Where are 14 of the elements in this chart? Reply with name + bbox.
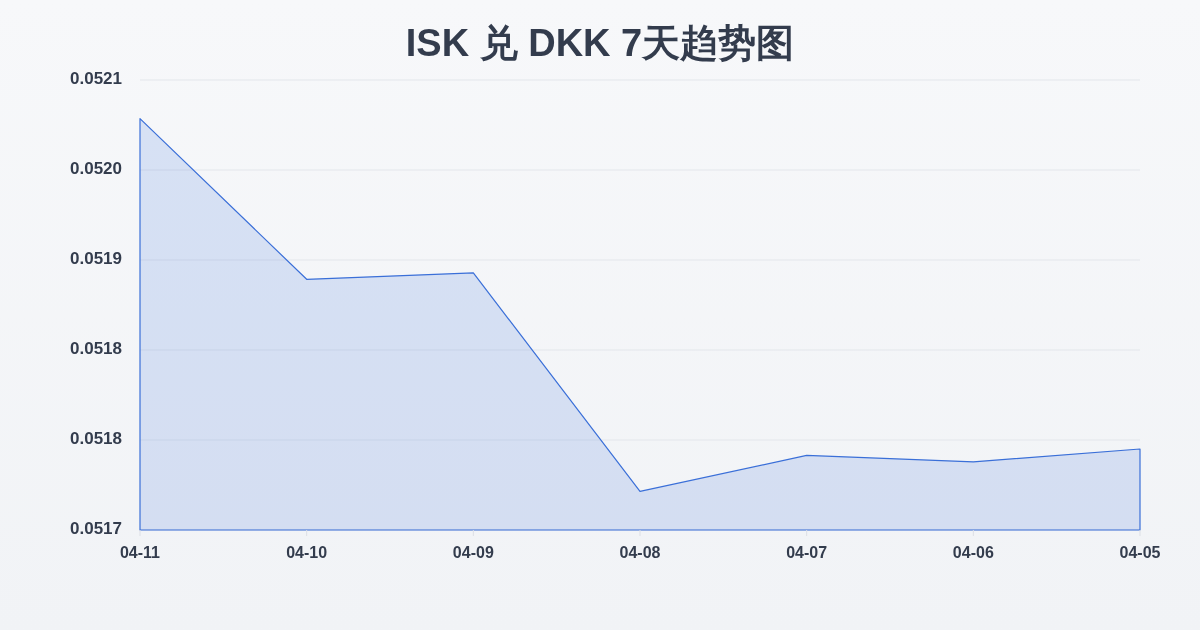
x-tick-label: 04-05 <box>1119 544 1161 562</box>
x-tick-label: 04-06 <box>952 544 994 562</box>
x-tick-label: 04-11 <box>119 544 161 562</box>
y-tick-label: 0.0519 <box>70 249 122 269</box>
x-tick-label: 04-08 <box>619 544 661 562</box>
x-tick-label: 04-07 <box>786 544 828 562</box>
chart-title: ISK 兑 DKK 7天趋势图 <box>405 22 795 65</box>
y-tick-label: 0.0520 <box>70 159 122 179</box>
y-tick-label: 0.0521 <box>70 69 122 89</box>
y-tick-label: 0.0518 <box>70 339 122 359</box>
y-tick-label: 0.0517 <box>70 519 122 539</box>
y-tick-label: 0.0518 <box>70 429 122 449</box>
x-tick-label: 04-10 <box>286 544 328 562</box>
x-tick-label: 04-09 <box>452 544 494 562</box>
